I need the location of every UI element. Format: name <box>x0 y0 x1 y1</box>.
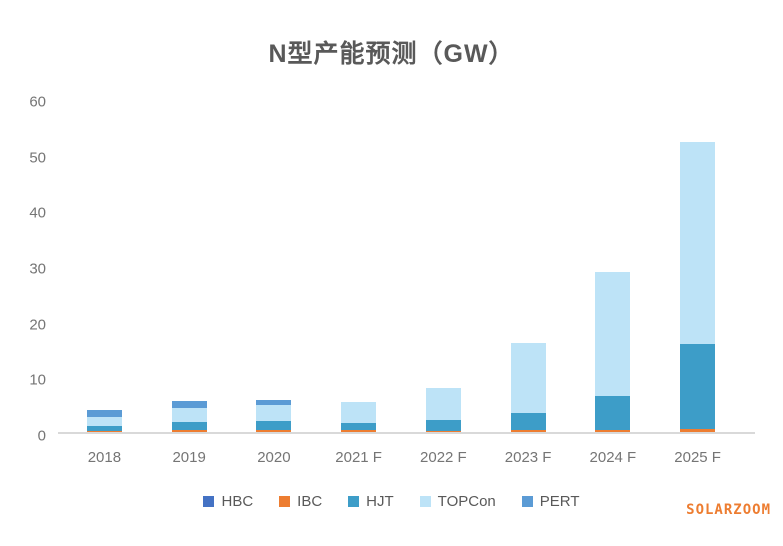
x-axis-category-label: 2022 F <box>420 449 467 466</box>
y-axis-tick-label: 50 <box>29 149 46 167</box>
legend-swatch-PERT <box>521 496 533 507</box>
legend-label: IBC <box>297 493 323 510</box>
y-axis-tick-label: 0 <box>37 427 46 445</box>
legend-label: HBC <box>221 493 254 510</box>
legend-swatch-TOPCon <box>419 496 431 507</box>
legend-item-HBC: HBC <box>203 493 253 510</box>
bar-segment-TOPCon <box>680 141 716 345</box>
legend-item-TOPCon: TOPCon <box>419 493 496 510</box>
legend-label: HJT <box>366 493 394 510</box>
bar-segment-IBC <box>680 429 716 434</box>
plot-area <box>62 100 740 434</box>
y-axis-tick-label: 60 <box>29 93 46 111</box>
bar-segment-HJT <box>341 422 377 431</box>
bar-segment-TOPCon <box>595 272 631 397</box>
x-axis-category-label: 2020 <box>257 449 291 466</box>
bar-segment-TOPCon <box>86 417 122 426</box>
legend-item-IBC: IBC <box>279 493 322 510</box>
bar-segment-PERT <box>256 400 292 405</box>
bar-segment-IBC <box>510 429 546 434</box>
bar-segment-TOPCon <box>510 343 546 413</box>
x-axis-category-label: 2025 F <box>674 449 721 466</box>
bar-segment-HJT <box>595 396 631 430</box>
legend-swatch-HBC <box>203 496 215 507</box>
bar-segment-TOPCon <box>341 401 377 423</box>
bar-segment-IBC <box>595 429 631 434</box>
bar-segment-PERT <box>171 400 207 408</box>
y-axis-tick-label: 10 <box>29 371 46 389</box>
bar-segment-TOPCon <box>425 387 461 420</box>
bar-segment-HJT <box>425 419 461 431</box>
bar-segment-HJT <box>680 344 716 429</box>
x-axis-category-label: 2018 <box>87 449 122 466</box>
legend-item-PERT: PERT <box>521 493 580 510</box>
bar-segment-TOPCon <box>171 407 207 423</box>
bar-segment-HJT <box>86 425 122 431</box>
x-axis-line <box>58 432 755 434</box>
x-axis-category-label: 2021 F <box>335 449 382 466</box>
chart-title: N型产能预测（GW） <box>268 40 515 68</box>
x-axis-category-label: 2019 <box>172 449 206 466</box>
bar-segment-TOPCon <box>256 404 292 421</box>
x-axis-category-label: 2024 F <box>589 449 637 466</box>
bar-segment-IBC <box>256 429 292 434</box>
legend-label: PERT <box>539 493 580 510</box>
y-axis-tick-label: 40 <box>29 204 46 222</box>
y-axis-tick-label: 20 <box>29 316 46 334</box>
legend-item-HJT: HJT <box>348 493 394 510</box>
legend-swatch-IBC <box>279 496 291 507</box>
legend: HBC IBC HJT TOPCon PERT <box>0 493 783 510</box>
solarzoom-logo: SOLARZOOM <box>686 502 771 518</box>
bar-segment-IBC <box>171 429 207 434</box>
y-axis-tick-label: 30 <box>29 260 46 278</box>
bar-segment-HJT <box>510 412 546 430</box>
bar-segment-HJT <box>171 422 207 430</box>
legend-swatch-HJT <box>348 496 360 507</box>
bar-segment-HJT <box>256 420 292 430</box>
legend-label: TOPCon <box>437 493 496 510</box>
bar-segment-PERT <box>86 410 122 418</box>
x-axis-category-label: 2023 F <box>504 449 552 466</box>
